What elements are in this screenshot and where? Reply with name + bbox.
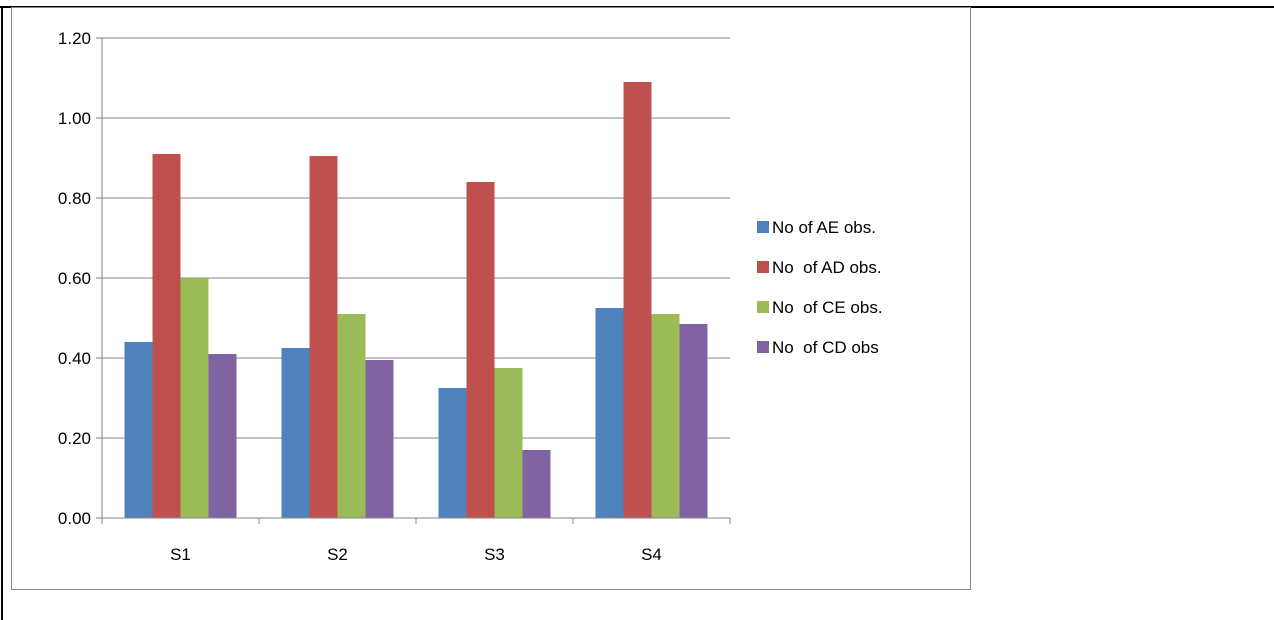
bar-s2-series-4	[365, 360, 394, 518]
legend-swatch	[757, 301, 769, 313]
bar-s1-series-1	[124, 342, 153, 518]
legend-swatch	[757, 221, 769, 233]
y-tick-label: 0.60	[58, 269, 91, 288]
bar-s1-series-4	[208, 354, 237, 518]
y-tick-label: 1.00	[58, 109, 91, 128]
x-tick-label: S2	[327, 545, 348, 564]
bar-s1-series-3	[180, 278, 209, 518]
bar-s4-series-1	[595, 308, 624, 518]
bar-s2-series-1	[281, 348, 310, 518]
y-tick-label: 0.40	[58, 349, 91, 368]
legend-swatch	[757, 341, 769, 353]
bar-s1-series-2	[152, 154, 181, 518]
legend-swatch	[757, 261, 769, 273]
bar-s3-series-2	[466, 182, 495, 518]
bar-s4-series-3	[651, 314, 680, 518]
legend-label: No of CE obs.	[772, 298, 883, 317]
bar-s2-series-2	[309, 156, 338, 518]
bar-s4-series-4	[679, 324, 708, 518]
legend-label: No of AE obs.	[772, 218, 876, 237]
x-axis-ticks: S1 S2 S3 S4	[101, 518, 731, 564]
y-axis-ticks: 0.00 0.20 0.40 0.60 0.80 1.00 1.20	[58, 29, 102, 528]
x-tick-label: S4	[641, 545, 662, 564]
y-tick-label: 0.80	[58, 189, 91, 208]
x-tick-label: S1	[170, 545, 191, 564]
x-tick-label: S3	[484, 545, 505, 564]
y-tick-label: 0.20	[58, 429, 91, 448]
y-tick-label: 1.20	[58, 29, 91, 48]
legend: No of AE obs. No of AD obs. No of CE obs. N…	[757, 218, 883, 357]
bar-s2-series-3	[337, 314, 366, 518]
legend-label: No of CD obs	[772, 338, 879, 357]
bar-s3-series-3	[494, 368, 523, 518]
bar-s3-series-4	[522, 450, 551, 518]
legend-label: No of AD obs.	[772, 258, 882, 277]
bars	[124, 82, 708, 518]
left-border-line	[1, 6, 3, 620]
y-tick-label: 0.00	[58, 509, 91, 528]
bar-s4-series-2	[623, 82, 652, 518]
bar-s3-series-1	[438, 388, 467, 518]
